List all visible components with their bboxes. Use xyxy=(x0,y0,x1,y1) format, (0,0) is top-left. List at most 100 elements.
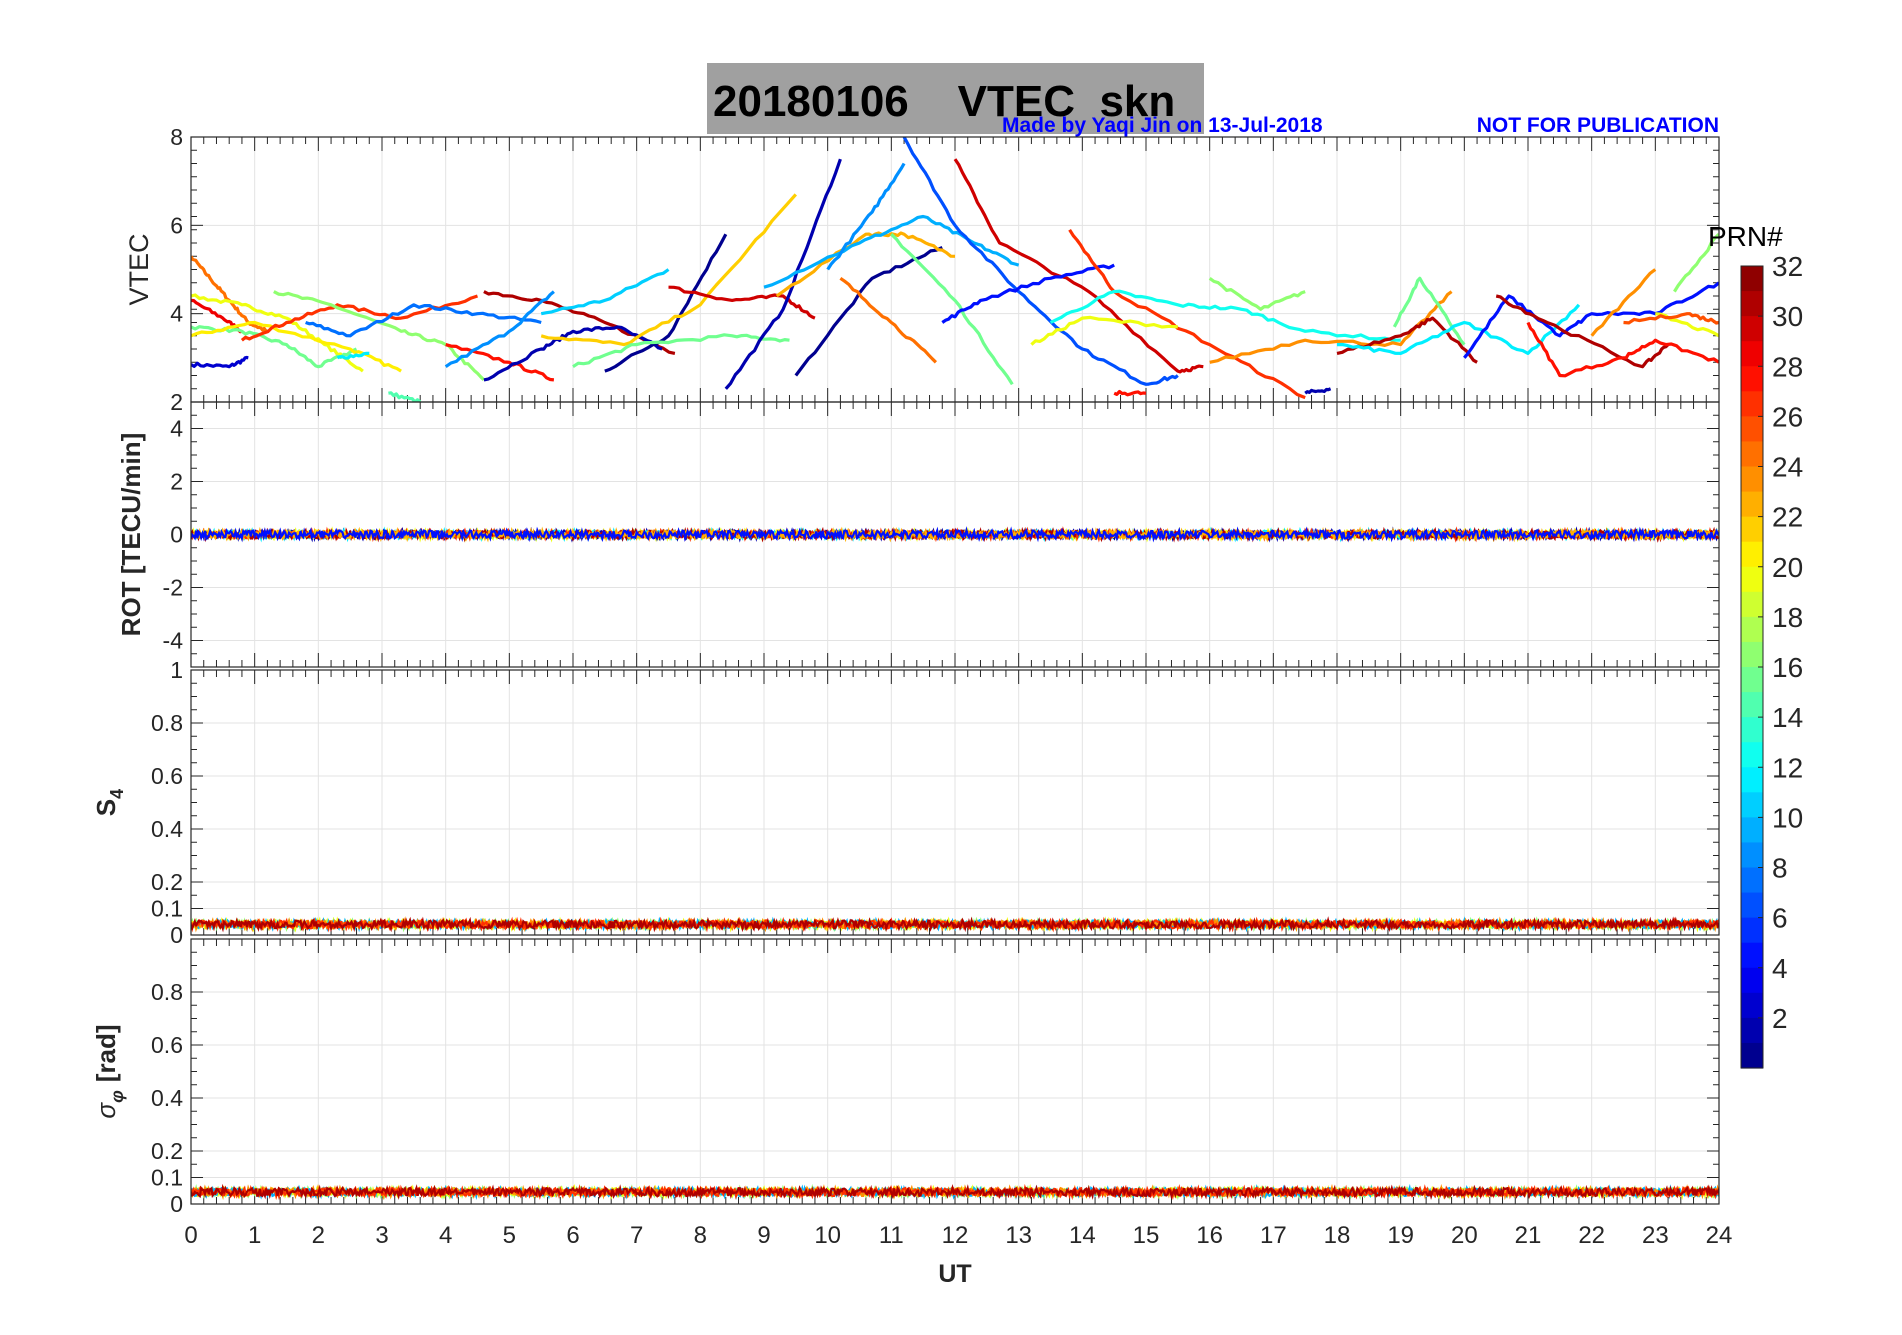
y-tick-label: 6 xyxy=(170,212,183,238)
y-tick-label: 0.1 xyxy=(151,1165,183,1191)
vtec-track-prn-24 xyxy=(1590,268,1657,337)
x-tick-label: 6 xyxy=(566,1222,579,1249)
x-axis-label: UT xyxy=(938,1260,971,1288)
colorbar-label: PRN# xyxy=(1708,221,1783,252)
y-axis-label: ROT [TECU/min] xyxy=(116,433,146,637)
vtec-track-prn-9 xyxy=(444,290,555,369)
y-axis-label: VTEC xyxy=(124,233,154,305)
vtec-track-prn-1 xyxy=(794,245,943,377)
colorbar-segment-17 xyxy=(1741,641,1763,668)
axes-box xyxy=(190,938,1720,1205)
vtec-track-prn-28 xyxy=(1113,389,1147,397)
y-tick-label: 4 xyxy=(170,416,183,442)
vtec-track-prn-5 xyxy=(1463,281,1719,359)
x-tick-label: 16 xyxy=(1196,1222,1223,1249)
vtec-track-prn-31 xyxy=(1495,294,1670,369)
colorbar-tick-label: 16 xyxy=(1772,652,1803,683)
x-tick-label: 2 xyxy=(312,1222,325,1249)
panel-s4: 00.10.2 0.4 0.6 0.8 1 S4 xyxy=(91,657,1720,948)
x-tick-label: 1 xyxy=(248,1222,261,1249)
vtec-track-prn-16 xyxy=(890,233,1014,386)
vtec-track-prn-25 xyxy=(839,276,938,364)
y-tick-label: 0 xyxy=(170,922,183,948)
x-tick-label: 10 xyxy=(814,1222,841,1249)
data-layer xyxy=(191,1183,1719,1201)
vtec-track-prn-22 xyxy=(540,193,797,347)
vtec-track-prn-21 xyxy=(191,320,402,373)
y-tick-label: 0.4 xyxy=(151,1085,183,1111)
colorbar-segment-3 xyxy=(1741,992,1763,1019)
y-tick-label: -2 xyxy=(163,575,183,601)
colorbar-segment-2 xyxy=(1741,1017,1763,1044)
notice-text: NOT FOR PUBLICATION xyxy=(1477,114,1719,137)
vtec-track-prn-20 xyxy=(1030,315,1178,346)
y-tick-label: 2 xyxy=(170,389,183,415)
vtec-track-prn-27 xyxy=(240,294,478,342)
colorbar-segment-4 xyxy=(1741,967,1763,994)
colorbar-segment-11 xyxy=(1741,792,1763,818)
y-tick-label: 4 xyxy=(170,301,183,327)
colorbar-segment-8 xyxy=(1741,867,1763,894)
colorbar-segment-21 xyxy=(1741,541,1763,568)
y-tick-label: 0.2 xyxy=(151,1138,183,1164)
vtec-track-prn-28 xyxy=(1526,321,1719,378)
chart-title: 20180106 VTEC skn xyxy=(713,77,1175,126)
vtec-track-prn-7 xyxy=(902,137,1179,386)
colorbar-tick-label: 20 xyxy=(1772,552,1803,583)
vtec-track-prn-10 xyxy=(763,214,1020,289)
y-tick-label: 0.8 xyxy=(151,979,183,1005)
credit-text: Made by Yaqi Jin on 13-Jul-2018 xyxy=(1002,114,1323,137)
colorbar-segment-5 xyxy=(1741,942,1763,969)
x-tick-label: 24 xyxy=(1706,1222,1733,1249)
vtec-track-prn-11 xyxy=(540,268,670,316)
y-label-unit: [rad] xyxy=(91,1024,121,1082)
vtec-track-prn-1 xyxy=(604,233,728,373)
colorbar-segment-1 xyxy=(1741,1042,1763,1069)
vtec-track-prn-13 xyxy=(1049,289,1401,342)
colorbar-segment-10 xyxy=(1741,817,1763,844)
vtec-track-prn-30 xyxy=(953,158,1204,374)
vtec-track-prn-23 xyxy=(775,231,956,298)
colorbar-tick-label: 26 xyxy=(1772,401,1803,432)
y-tick-label: 0.1 xyxy=(151,896,183,922)
y-label-subscript: 4 xyxy=(107,789,127,799)
colorbar-segment-30 xyxy=(1741,316,1763,342)
data-layer xyxy=(191,916,1719,933)
title-box xyxy=(707,63,1204,134)
y-axis-label: σφ [rad] xyxy=(91,1024,127,1118)
y-label-symbol: S xyxy=(91,799,121,816)
y-tick-label: 0.8 xyxy=(151,710,183,736)
colorbar-tick-label: 6 xyxy=(1772,903,1788,934)
colorbar-tick-label: 32 xyxy=(1772,251,1803,282)
colorbar-segment-22 xyxy=(1741,516,1763,543)
y-tick-label: 8 xyxy=(170,124,183,150)
colorbar-tick-label: 14 xyxy=(1772,702,1803,733)
colorbar-tick-label: 30 xyxy=(1772,301,1803,332)
colorbar-tick-label: 24 xyxy=(1772,452,1803,483)
x-tick-label: 19 xyxy=(1387,1222,1414,1249)
vtec-track-prn-26 xyxy=(1623,312,1719,325)
colorbar-segment-28 xyxy=(1741,366,1763,392)
data-layer xyxy=(191,526,1719,543)
vtec-track-prn-3 xyxy=(191,355,249,369)
colorbar-segment-12 xyxy=(1741,767,1763,793)
colorbar-tick-label: 28 xyxy=(1772,351,1803,382)
colorbar-segment-16 xyxy=(1741,667,1763,693)
y-tick-label: 0 xyxy=(170,1191,183,1217)
colorbar-tick-label: 4 xyxy=(1772,953,1788,984)
colorbar-segment-27 xyxy=(1741,391,1763,417)
colorbar-tick-label: 10 xyxy=(1772,802,1803,833)
vtec-track-prn-12 xyxy=(336,351,370,360)
y-tick-label: 0.4 xyxy=(151,816,183,842)
x-tick-label: 12 xyxy=(942,1222,969,1249)
colorbar-segment-20 xyxy=(1741,566,1763,593)
colorbar-segment-26 xyxy=(1741,416,1763,443)
y-tick-label: 0.2 xyxy=(151,869,183,895)
y-tick-label: 0 xyxy=(170,522,183,548)
colorbar-segment-23 xyxy=(1741,491,1763,518)
colorbar-segment-14 xyxy=(1741,717,1763,743)
vtec-track-prn-17 xyxy=(1673,233,1719,293)
y-tick-label: 0.6 xyxy=(151,763,183,789)
x-tick-label: 18 xyxy=(1324,1222,1351,1249)
